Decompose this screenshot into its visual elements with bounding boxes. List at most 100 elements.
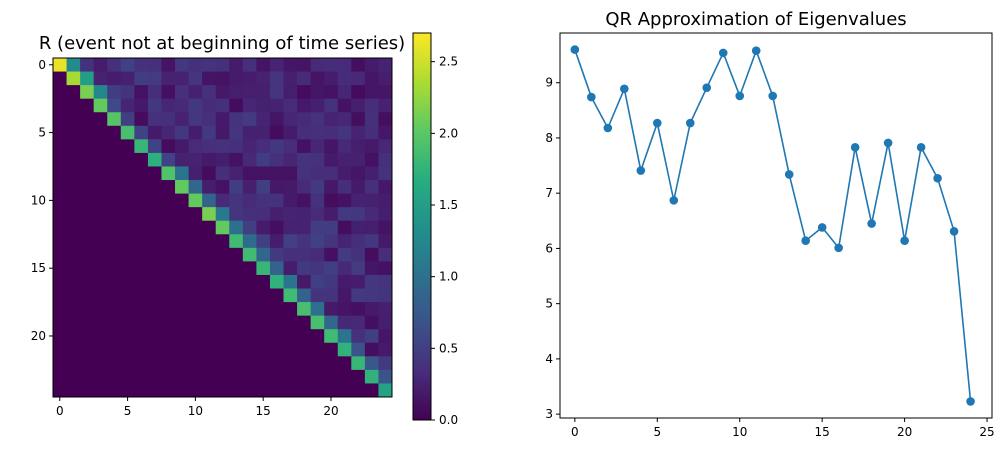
heatmap-cell — [161, 369, 176, 384]
heatmap-cell — [310, 152, 325, 167]
heatmap-cell — [134, 288, 149, 303]
heatmap-cell — [283, 288, 298, 303]
heatmap-cell — [66, 180, 81, 194]
heatmap-cell — [351, 356, 366, 371]
heatmap-cell — [364, 369, 379, 384]
heatmap-cell — [283, 85, 298, 100]
heatmap-cell — [147, 139, 162, 154]
heatmap-cell — [229, 383, 244, 397]
heatmap-x-tick-label: 5 — [124, 404, 132, 418]
heatmap-cell — [229, 274, 244, 289]
heatmap-cell — [283, 71, 298, 86]
heatmap-cell — [215, 207, 230, 222]
heatmap-y-tick-label: 0 — [38, 58, 46, 72]
heatmap-cell — [242, 98, 257, 113]
heatmap-cell — [229, 98, 244, 113]
heatmap-cell — [93, 207, 108, 222]
heatmap-cell — [120, 274, 135, 289]
eigenvalue-series-line — [574, 48, 972, 402]
heatmap-cell — [242, 71, 257, 86]
heatmap-cell — [269, 234, 284, 249]
heatmap-cell — [242, 112, 257, 127]
heatmap-cell — [215, 112, 230, 127]
heatmap-cell — [80, 315, 95, 330]
heatmap-cell — [202, 180, 217, 194]
eigenvalue-point — [883, 138, 893, 148]
heatmap-cell — [147, 234, 162, 249]
heatmap-cell — [161, 329, 176, 344]
heatmap-cell — [175, 152, 189, 167]
heatmap-cell — [351, 261, 366, 276]
heatmap-cell — [364, 98, 379, 113]
eigenvalue-point — [735, 91, 745, 101]
line-chart-frame — [559, 32, 993, 419]
heatmap-cell — [215, 369, 230, 384]
heatmap-cell — [297, 315, 312, 330]
heatmap-cell — [202, 315, 217, 330]
heatmap-cell — [229, 342, 244, 357]
heatmap-cell — [242, 58, 257, 72]
heatmap-cell — [175, 112, 189, 127]
heatmap-cell — [229, 193, 244, 208]
heatmap-cell — [107, 85, 122, 100]
heatmap-cell — [80, 71, 95, 86]
heatmap-cell — [242, 274, 257, 289]
heatmap-cell — [256, 247, 271, 262]
heatmap-cell — [215, 166, 230, 181]
heatmap-title: R (event not at beginning of time series… — [39, 33, 405, 54]
heatmap-cell — [188, 58, 203, 72]
heatmap-cell — [378, 139, 392, 154]
heatmap-cell — [337, 274, 352, 289]
heatmap-cell — [134, 329, 149, 344]
heatmap-cell — [147, 71, 162, 86]
heatmap-cell — [310, 342, 325, 357]
heatmap-cell — [175, 166, 189, 181]
eigenvalue-point — [702, 83, 712, 92]
heatmap-cell — [378, 302, 392, 317]
heatmap-cell — [202, 220, 217, 235]
heatmap-cell — [351, 112, 366, 127]
heatmap-cell — [107, 356, 122, 371]
eigenvalue-point — [570, 45, 580, 54]
heatmap-cell — [364, 383, 379, 397]
heatmap-cell — [256, 85, 271, 100]
heatmap-cell — [80, 383, 95, 397]
heatmap-cell — [283, 342, 298, 357]
heatmap-cell — [120, 369, 135, 384]
heatmap-cell — [324, 234, 339, 249]
heatmap-cell — [107, 261, 122, 276]
heatmap-cell — [175, 139, 189, 154]
heatmap-cell — [53, 58, 67, 72]
heatmap-cell — [297, 125, 312, 140]
line-chart-x-tick-label: 5 — [653, 425, 661, 439]
heatmap-cell — [175, 207, 189, 222]
heatmap-cell — [53, 342, 67, 357]
heatmap-cell — [297, 71, 312, 86]
heatmap-cell — [351, 166, 366, 181]
heatmap-cell — [364, 220, 379, 235]
heatmap-cell — [297, 234, 312, 249]
heatmap-cell — [310, 234, 325, 249]
heatmap-cell — [93, 125, 108, 140]
colorbar-tick-label: 2.5 — [439, 55, 458, 69]
heatmap-cell — [120, 166, 135, 181]
heatmap-cell — [175, 369, 189, 384]
heatmap-cell — [283, 329, 298, 344]
heatmap-cell — [202, 125, 217, 140]
heatmap-cell — [269, 58, 284, 72]
heatmap-cell — [242, 302, 257, 317]
heatmap-y-tick-label: 5 — [38, 126, 46, 140]
heatmap-cell — [93, 98, 108, 113]
heatmap-cell — [134, 261, 149, 276]
heatmap-cell — [53, 302, 67, 317]
heatmap-cell — [215, 234, 230, 249]
heatmap-cell — [351, 274, 366, 289]
heatmap-cell — [120, 288, 135, 303]
heatmap-cell — [175, 58, 189, 72]
heatmap-cell — [175, 383, 189, 397]
heatmap-cell — [161, 207, 176, 222]
eigenvalue-point — [636, 166, 646, 175]
heatmap-cell — [53, 356, 67, 371]
heatmap-cell — [256, 207, 271, 222]
heatmap-cell — [269, 112, 284, 127]
